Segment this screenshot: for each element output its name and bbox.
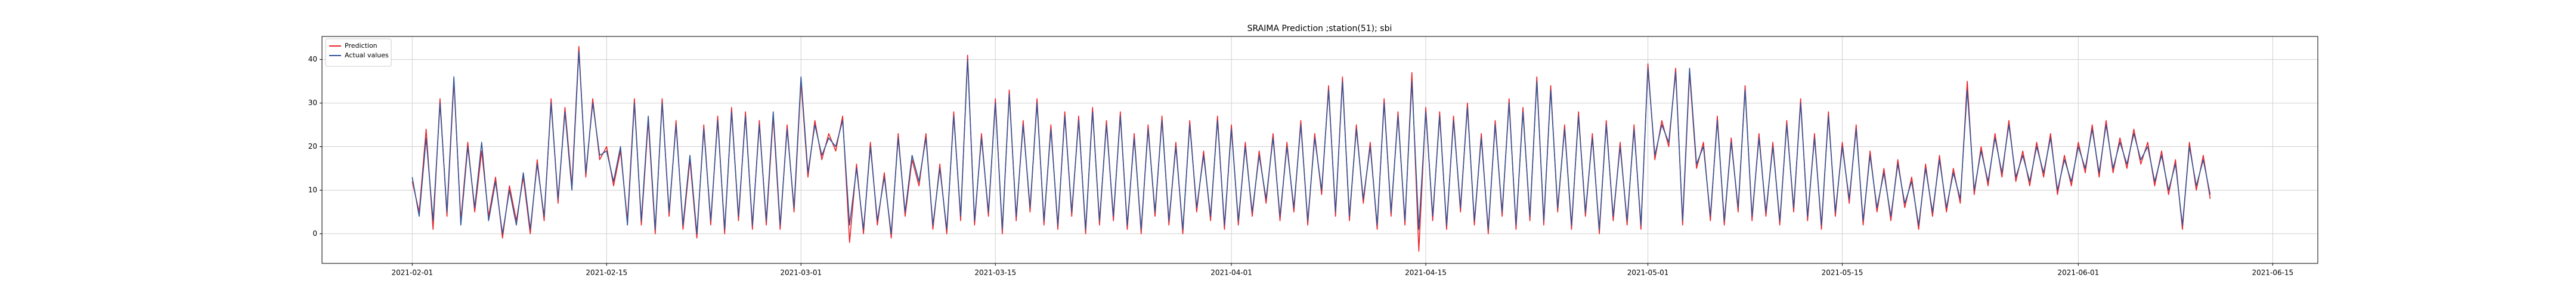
y-tick-label: 40 — [308, 55, 317, 63]
x-tick-label: 2021-03-15 — [974, 269, 1016, 277]
x-tick-label: 2021-05-01 — [1627, 269, 1669, 277]
x-tick-label: 2021-04-01 — [1210, 269, 1252, 277]
chart-title: SRAIMA Prediction ;station(51); sbi — [1247, 24, 1392, 33]
x-tick-label: 2021-06-01 — [2057, 269, 2099, 277]
data-line — [411, 45, 2211, 252]
legend-box — [325, 38, 392, 67]
y-tick-label: 0 — [312, 229, 317, 238]
x-tick-label: 2021-06-15 — [2252, 269, 2293, 277]
x-tick-label: 2021-04-15 — [1405, 269, 1447, 277]
legend-label: Actual values — [345, 51, 389, 59]
legend-label: Prediction — [345, 42, 377, 50]
plot-frame — [321, 36, 2318, 264]
y-tick-label: 20 — [308, 142, 317, 150]
x-tick-label: 2021-02-01 — [391, 269, 433, 277]
y-tick-label: 30 — [308, 99, 317, 107]
x-tick-label: 2021-03-01 — [780, 269, 822, 277]
data-line — [411, 50, 2211, 235]
x-tick-label: 2021-02-15 — [586, 269, 627, 277]
y-tick-label: 10 — [308, 186, 317, 194]
x-tick-label: 2021-05-15 — [1822, 269, 1863, 277]
